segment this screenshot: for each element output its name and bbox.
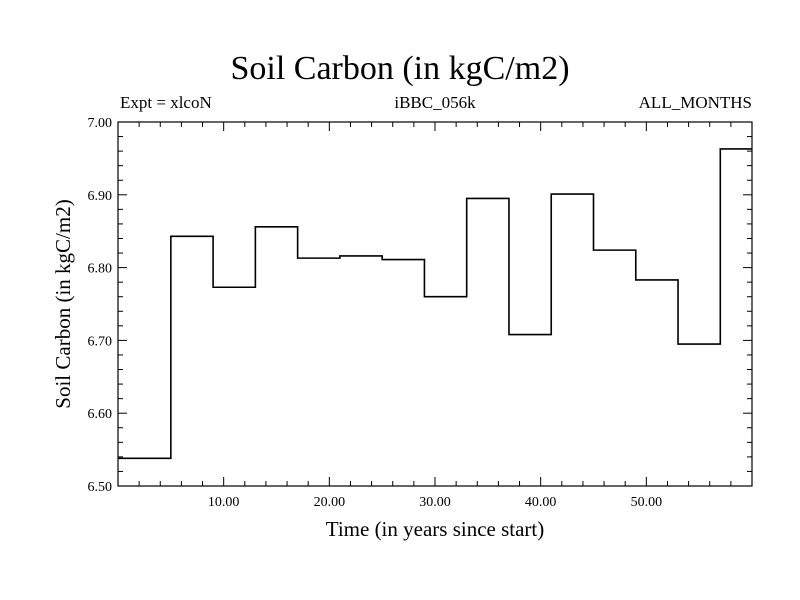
x-tick-label: 50.00 — [631, 495, 663, 510]
y-tick-label: 6.50 — [88, 480, 113, 495]
y-axis-title: Soil Carbon (in kgC/m2) — [51, 199, 75, 408]
y-tick-label: 6.60 — [88, 407, 113, 422]
experiment-label: Expt = xlcoN — [120, 93, 212, 112]
x-tick-label: 20.00 — [314, 495, 346, 510]
y-tick-label: 6.80 — [88, 262, 113, 277]
x-axis-title: Time (in years since start) — [326, 517, 545, 541]
x-tick-labels: 10.00 20.00 30.00 40.00 50.00 — [208, 495, 662, 510]
months-label: ALL_MONTHS — [638, 93, 752, 112]
x-tick-label: 30.00 — [419, 495, 451, 510]
run-id-label: iBBC_056k — [394, 93, 476, 112]
y-tick-label: 6.90 — [88, 189, 113, 204]
plot-frame — [117, 121, 753, 487]
axis-ticks — [117, 121, 753, 487]
y-tick-label: 7.00 — [88, 116, 113, 131]
y-tick-label: 6.70 — [88, 334, 113, 349]
x-tick-label: 10.00 — [208, 495, 240, 510]
chart-title: Soil Carbon (in kgC/m2) — [230, 50, 570, 87]
x-tick-label: 40.00 — [525, 495, 557, 510]
series-line — [118, 148, 752, 460]
y-tick-labels: 6.50 6.60 6.70 6.80 6.90 7.00 — [88, 116, 113, 495]
